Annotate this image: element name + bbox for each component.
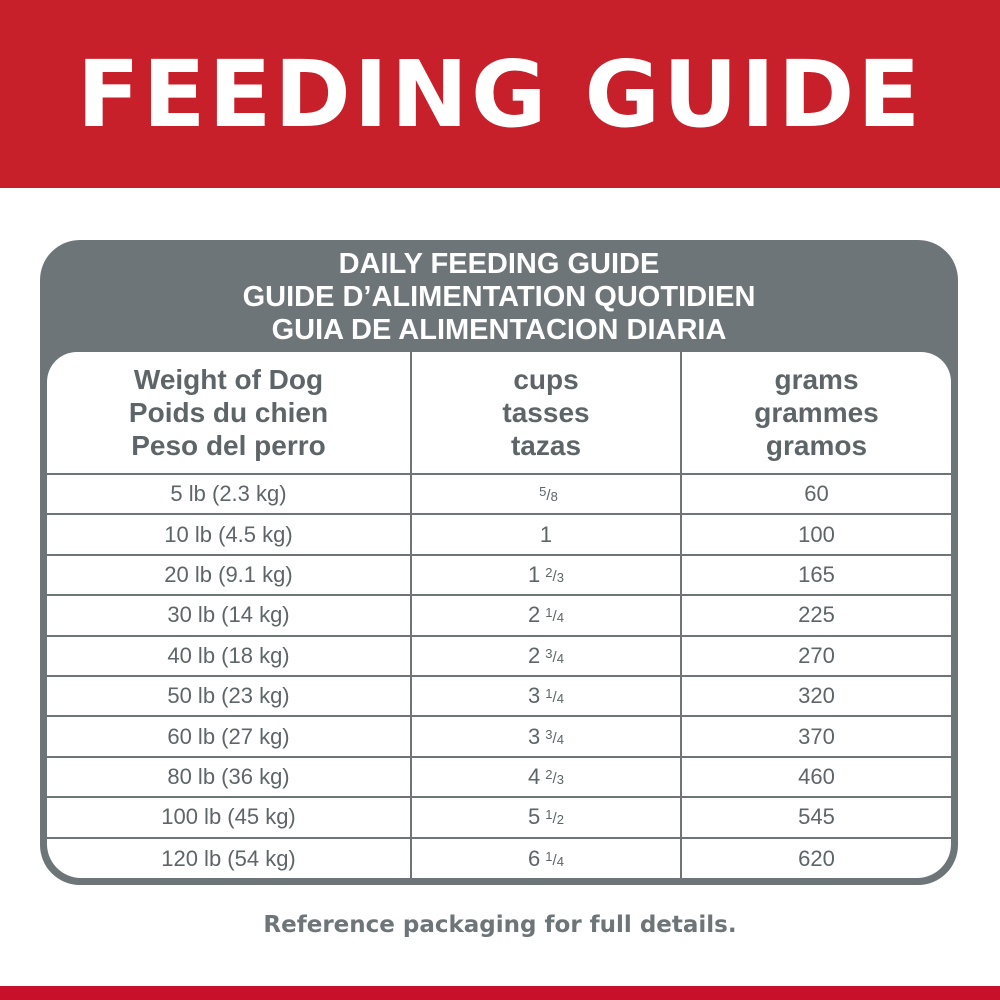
fraction-numerator: 1 [545, 686, 553, 702]
grams-cell: 620 [680, 838, 951, 878]
fraction-numerator: 1 [545, 848, 553, 864]
cups-cell: 5/8 [410, 475, 680, 514]
footer-note: Reference packaging for full details. [263, 912, 737, 938]
header-text: Weight of Dog [133, 364, 324, 395]
cups-cell: 6 1/4 [410, 838, 680, 878]
table-row: 10 lb (4.5 kg) 1 100 [47, 515, 951, 556]
grams-cell: 60 [680, 475, 951, 514]
table-title-en: DAILY FEEDING GUIDE [338, 248, 660, 280]
cups-whole: 6 [528, 845, 541, 871]
fraction-numerator: 1 [545, 807, 553, 823]
cups-fraction: 3/4 [545, 645, 564, 666]
fraction-numerator: 5 [539, 484, 547, 500]
fraction-denominator: 3 [556, 569, 564, 585]
feeding-table: DAILY FEEDING GUIDE GUIDE D’ALIMENTATION… [40, 240, 958, 885]
cups-fraction: 5/8 [539, 484, 558, 505]
fraction-denominator: 8 [550, 489, 558, 505]
fraction-denominator: 4 [556, 650, 564, 666]
cups-cell: 5 1/2 [410, 798, 680, 837]
grams-cell: 460 [680, 757, 951, 797]
table-row: 60 lb (27 kg) 3 3/4 370 [47, 717, 951, 758]
table-title-es: GUIA DE ALIMENTACION DIARIA [271, 314, 727, 346]
fraction-numerator: 1 [545, 605, 553, 621]
weight-cell: 80 lb (36 kg) [167, 763, 290, 789]
header-text: grammes [754, 397, 879, 428]
weight-cell: 120 lb (54 kg) [161, 845, 296, 871]
cups-cell: 1 2/3 [410, 555, 680, 595]
cups-whole: 2 [528, 642, 541, 668]
fraction-numerator: 2 [545, 766, 553, 782]
table-title-fr: GUIDE D’ALIMENTATION QUOTIDIEN [242, 281, 756, 313]
cups-fraction: 1/4 [545, 848, 564, 869]
grams-cell: 320 [680, 676, 951, 716]
fraction-denominator: 3 [556, 771, 564, 787]
weight-cell: 10 lb (4.5 kg) [164, 521, 293, 547]
grams-cell: 270 [680, 636, 951, 675]
header-text: tazas [510, 430, 582, 461]
cups-whole: 1 [528, 561, 541, 587]
grams-cell: 545 [680, 798, 951, 837]
table-titles: DAILY FEEDING GUIDE GUIDE D’ALIMENTATION… [40, 248, 958, 347]
fraction-numerator: 2 [545, 564, 553, 580]
cups-cell: 3 3/4 [410, 717, 680, 756]
table-row: 20 lb (9.1 kg) 1 2/3 165 [47, 555, 951, 597]
table-row: 100 lb (45 kg) 5 1/2 545 [47, 798, 951, 839]
page-title: FEEDING GUIDE [76, 40, 924, 148]
table-row: 40 lb (18 kg) 2 3/4 270 [47, 636, 951, 677]
grams-cell: 165 [680, 555, 951, 595]
cups-whole: 1 [539, 521, 553, 547]
cups-fraction: 1/2 [545, 807, 564, 828]
fraction-denominator: 2 [556, 812, 564, 828]
header-text: cups [513, 364, 579, 395]
cups-whole: 2 [528, 602, 541, 628]
weight-cell: 60 lb (27 kg) [167, 723, 290, 749]
header-text: tasses [502, 397, 590, 428]
table-row: 120 lb (54 kg) 6 1/4 620 [47, 838, 951, 878]
cups-fraction: 1/4 [545, 605, 564, 626]
table-row: 80 lb (36 kg) 4 2/3 460 [47, 757, 951, 799]
cups-fraction: 3/4 [545, 726, 564, 747]
table-row: 5 lb (2.3 kg) 5/8 60 [47, 475, 951, 516]
fraction-numerator: 3 [545, 726, 553, 742]
fraction-denominator: 4 [556, 610, 564, 626]
column-header-cups: cups tasses tazas [410, 352, 680, 473]
cups-fraction: 1/4 [545, 686, 564, 707]
weight-cell: 5 lb (2.3 kg) [170, 481, 287, 507]
cups-whole: 3 [528, 723, 541, 749]
fraction-denominator: 4 [556, 731, 564, 747]
fraction-denominator: 4 [556, 853, 564, 869]
cups-cell: 4 2/3 [410, 757, 680, 797]
header-text: grams [774, 364, 859, 395]
cups-whole: 4 [528, 763, 541, 789]
table-header-row: Weight of Dog Poids du chien Peso del pe… [47, 352, 951, 475]
table-row: 50 lb (23 kg) 3 1/4 320 [47, 676, 951, 718]
cups-whole: 3 [528, 683, 541, 709]
header-text: Poids du chien [128, 397, 329, 428]
header-text: gramos [765, 430, 868, 461]
bottom-band [0, 986, 1000, 1000]
fraction-denominator: 4 [556, 691, 564, 707]
cups-whole: 5 [528, 804, 541, 830]
grams-cell: 370 [680, 717, 951, 756]
cups-cell: 1 [410, 515, 680, 554]
header-text: Peso del perro [131, 430, 326, 461]
fraction-numerator: 3 [545, 645, 553, 661]
weight-cell: 30 lb (14 kg) [167, 602, 290, 628]
cups-cell: 3 1/4 [410, 676, 680, 716]
cups-cell: 2 1/4 [410, 596, 680, 635]
cups-fraction: 2/3 [545, 564, 564, 585]
cups-fraction: 2/3 [545, 766, 564, 787]
table-body: Weight of Dog Poids du chien Peso del pe… [47, 352, 951, 878]
weight-cell: 50 lb (23 kg) [167, 683, 290, 709]
table-row: 30 lb (14 kg) 2 1/4 225 [47, 596, 951, 637]
weight-cell: 40 lb (18 kg) [167, 642, 290, 668]
weight-cell: 100 lb (45 kg) [161, 804, 296, 830]
column-header-grams: grams grammes gramos [680, 352, 951, 473]
cups-cell: 2 3/4 [410, 636, 680, 675]
weight-cell: 20 lb (9.1 kg) [164, 561, 293, 587]
column-header-weight: Weight of Dog Poids du chien Peso del pe… [47, 352, 410, 473]
grams-cell: 225 [680, 596, 951, 635]
grams-cell: 100 [680, 515, 951, 554]
header-banner: FEEDING GUIDE [0, 0, 1000, 188]
